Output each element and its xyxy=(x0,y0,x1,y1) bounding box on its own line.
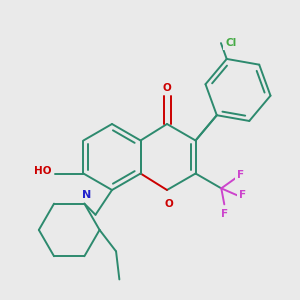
Text: F: F xyxy=(221,209,228,219)
Text: Cl: Cl xyxy=(225,38,237,48)
Text: F: F xyxy=(239,190,246,200)
Text: F: F xyxy=(237,170,244,180)
Text: O: O xyxy=(163,83,171,93)
Text: HO: HO xyxy=(34,167,51,176)
Text: O: O xyxy=(165,199,173,209)
Text: N: N xyxy=(82,190,91,200)
